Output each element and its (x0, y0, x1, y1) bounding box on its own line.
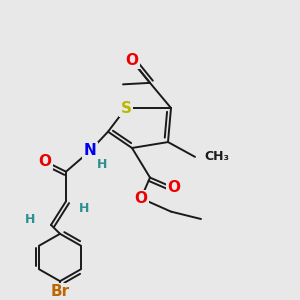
Text: Br: Br (50, 284, 70, 299)
Text: H: H (25, 212, 35, 226)
Text: N: N (84, 143, 96, 158)
Text: CH₃: CH₃ (204, 150, 229, 164)
Text: H: H (97, 158, 107, 171)
Text: O: O (134, 191, 148, 206)
Text: O: O (125, 53, 139, 68)
Text: O: O (38, 154, 52, 169)
Text: S: S (121, 100, 131, 116)
Text: O: O (167, 180, 181, 195)
Text: H: H (79, 202, 89, 215)
